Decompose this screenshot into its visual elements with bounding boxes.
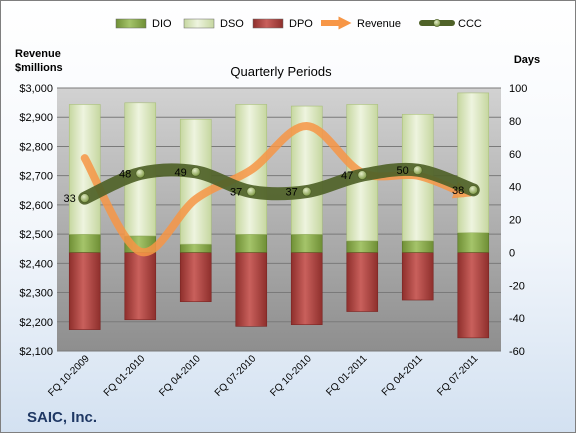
ccc-data-label: 33 [64,193,76,205]
dpo-bar [68,252,101,330]
company-name: SAIC, Inc. [27,409,97,426]
ccc-data-label: 37 [286,187,298,199]
dpo-bar [401,252,434,301]
ccc-marker [246,186,257,197]
ccc-data-label: 50 [397,165,409,177]
right-tick-label: -40 [509,313,525,325]
chart-title: Quarterly Periods [230,64,332,79]
ccc-marker [79,193,90,204]
left-tick-label: $2,100 [19,346,53,358]
bars [68,92,490,339]
left-tick-label: $2,800 [19,141,53,153]
dio-bar [401,240,434,253]
dio-bar [346,240,379,253]
dio-bar [179,243,212,253]
right-tick-label: -60 [509,346,525,358]
right-tick-label: 80 [509,116,521,128]
left-tick-label: $2,900 [19,112,53,124]
legend-label-revenue: Revenue [357,18,401,30]
legend-label-dso: DSO [220,18,244,30]
dso-bar [68,104,101,235]
x-tick-label: FQ 07-2010 [213,353,259,399]
x-tick-label: FQ 10-2010 [268,353,314,399]
legend-swatch-dpo [252,18,284,29]
dso-bar [179,118,212,245]
legend-marker-ccc [433,19,441,27]
dso-bar [457,92,490,233]
right-tick-label: 40 [509,182,521,194]
dpo-bar [235,252,268,327]
right-axis-ticks: -60 -40 -20 0 20 40 60 80 100 [509,83,527,358]
legend-swatch-dio [115,18,147,29]
right-axis-label: Days [514,54,540,66]
left-tick-label: $2,300 [19,288,53,300]
ccc-marker [357,170,368,181]
left-tick-label: $2,600 [19,200,53,212]
ccc-marker [190,166,201,177]
legend: DIO DSO DPO Revenue CCC [115,16,482,30]
plot-area [57,88,501,351]
ccc-marker [468,185,479,195]
dpo-bar [290,252,323,325]
left-axis-label-line-1: Revenue [15,48,61,60]
right-tick-label: 20 [509,215,521,227]
dio-bar [290,233,323,253]
ccc-marker [135,168,146,179]
right-tick-label: 0 [509,247,515,259]
x-tick-label: FQ 01-2011 [324,353,369,398]
left-tick-label: $2,400 [19,258,53,270]
right-tick-label: 100 [509,83,527,95]
x-tick-label: FQ 04-2011 [380,353,425,398]
x-axis-ticks: FQ 10-2009 FQ 01-2010 FQ 04-2010 FQ 07-2010… [46,353,480,399]
x-tick-label: FQ 01-2010 [102,353,148,399]
dpo-bar [457,252,490,339]
dio-bar [68,233,101,253]
ccc-marker [412,165,423,176]
right-tick-label: -20 [509,280,525,292]
dpo-bar [346,252,379,312]
x-tick-label: FQ 04-2010 [157,353,203,399]
ccc-data-label: 48 [119,168,131,180]
dpo-bar [179,252,212,302]
left-tick-label: $2,200 [19,317,53,329]
right-tick-label: 60 [509,149,521,161]
left-axis-ticks: $2,100 $2,200 $2,300 $2,400 $2,500 $2,600 $2,7… [19,83,53,358]
ccc-data-label: 37 [230,187,242,199]
ccc-marker [301,186,312,197]
left-tick-label: $2,500 [19,229,53,241]
ccc-data-label: 38 [452,185,464,197]
left-axis-label-line-2: $millions [15,62,63,74]
ccc-series: 33 48 49 37 37 47 50 38 [64,162,480,205]
ccc-data-label: 49 [175,167,187,179]
left-tick-label: $2,700 [19,171,53,183]
x-tick-label: FQ 07-2011 [435,353,480,398]
dio-bar [457,232,490,253]
dpo-bar [124,252,157,321]
left-tick-label: $3,000 [19,83,53,95]
legend-label-dio: DIO [152,18,172,30]
legend-label-ccc: CCC [458,18,482,30]
legend-label-dpo: DPO [289,18,313,30]
legend-swatch-dso [183,18,215,29]
ccc-data-label: 47 [341,170,353,182]
dio-bar [235,233,268,253]
x-tick-label: FQ 10-2009 [46,353,92,399]
